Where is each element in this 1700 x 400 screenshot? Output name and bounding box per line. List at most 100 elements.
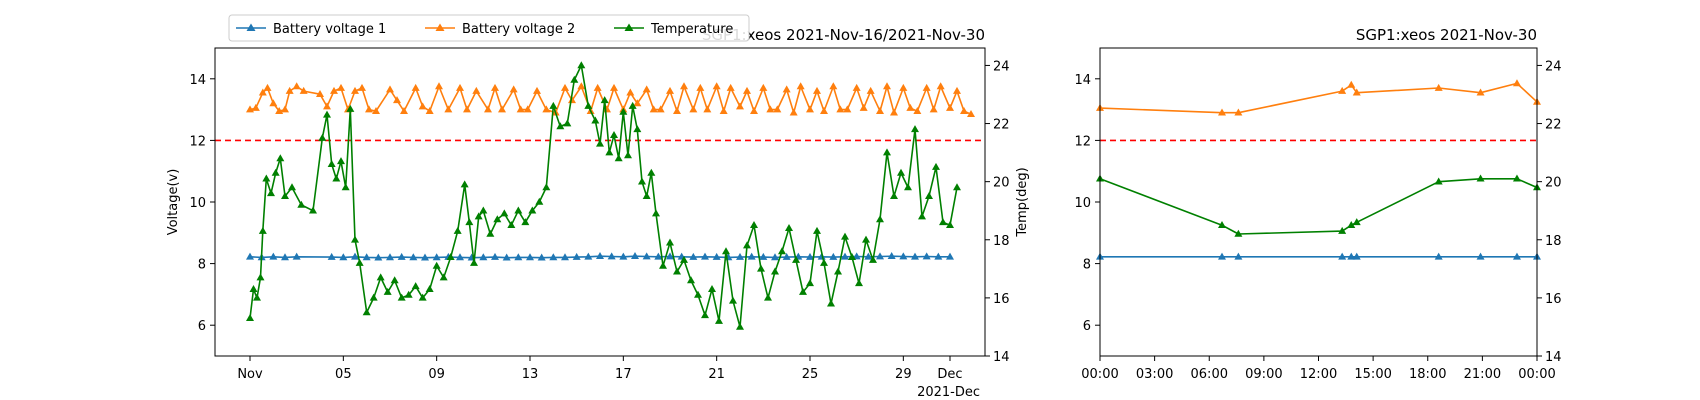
zoom-y2-axis: 14 16 18 20 22 24 <box>1537 59 1562 365</box>
main-point-temperature-62 <box>619 107 628 115</box>
main-point-battery-voltage-2-28 <box>463 105 471 113</box>
main-point-battery-voltage-1-0 <box>246 252 254 260</box>
main-point-temperature-10 <box>288 183 296 191</box>
main-point-battery-voltage-2-66 <box>773 105 782 113</box>
main-point-temperature-86 <box>771 267 779 275</box>
legend-entry-battery-1: Battery voltage 1 <box>236 22 386 37</box>
main-point-battery-voltage-2-24 <box>425 106 434 114</box>
main-point-battery-voltage-2-83 <box>906 103 915 111</box>
main-point-temperature-55 <box>584 101 593 109</box>
main-point-battery-voltage-1-22 <box>526 253 534 261</box>
main-y2-tick-label-2: 18 <box>993 234 1010 249</box>
main-point-temperature-45 <box>514 206 523 214</box>
main-point-temperature-31 <box>425 284 434 292</box>
zoom-series-line-battery-voltage-2 <box>1099 82 1538 114</box>
main-point-temperature-71 <box>666 238 674 246</box>
main-point-battery-voltage-2-31 <box>491 83 499 91</box>
main-point-battery-voltage-1-8 <box>362 253 371 261</box>
zoom-point-battery-voltage-2-4 <box>1347 80 1356 88</box>
main-point-temperature-5 <box>262 174 271 182</box>
main-point-battery-voltage-1-46 <box>806 252 814 260</box>
main-point-battery-voltage-2-88 <box>946 103 954 111</box>
main-point-temperature-26 <box>390 276 399 284</box>
main-point-temperature-25 <box>383 287 392 295</box>
main-point-temperature-63 <box>624 151 632 159</box>
main-point-battery-voltage-2-22 <box>411 83 420 91</box>
main-point-battery-voltage-2-35 <box>523 105 532 113</box>
main-y2-tick-label-1: 16 <box>993 292 1010 307</box>
zoom-y2-tick-label-1: 16 <box>1545 292 1562 307</box>
main-point-battery-voltage-1-49 <box>841 252 849 260</box>
main-point-battery-voltage-2-73 <box>829 82 838 90</box>
main-point-temperature-88 <box>785 223 793 231</box>
main-point-battery-voltage-1-34 <box>666 252 674 260</box>
main-point-temperature-61 <box>614 154 623 162</box>
main-point-temperature-15 <box>327 160 336 168</box>
main-point-temperature-74 <box>687 276 695 284</box>
main-point-battery-voltage-2-74 <box>836 105 845 113</box>
main-x-tick-label-4: 17 <box>615 367 632 382</box>
zoom-y-tick-label-0: 6 <box>1083 319 1091 334</box>
main-point-battery-voltage-2-18 <box>372 106 380 114</box>
legend-marker-battery-1 <box>246 23 256 31</box>
main-point-temperature-106 <box>911 125 919 133</box>
main-point-temperature-44 <box>507 221 516 229</box>
zoom-series-line-temperature <box>1099 178 1538 235</box>
main-point-battery-voltage-2-64 <box>759 83 768 91</box>
zoom-y-axis: 6 8 10 12 14 <box>1074 73 1100 334</box>
main-point-battery-voltage-2-78 <box>866 86 875 94</box>
zoom-chart: 00:00 03:00 06:00 09:00 12:00 15:00 18:00 21:00… <box>1074 26 1561 382</box>
main-point-temperature-1 <box>249 284 258 292</box>
main-point-battery-voltage-2-9 <box>299 86 308 94</box>
zoom-point-battery-voltage-2-6 <box>1434 83 1443 91</box>
main-point-temperature-65 <box>633 125 642 133</box>
main-point-battery-voltage-2-56 <box>696 83 705 91</box>
main-point-battery-voltage-2-55 <box>689 105 698 113</box>
main-point-temperature-76 <box>701 311 709 319</box>
zoom-point-battery-voltage-2-8 <box>1512 79 1521 87</box>
main-point-battery-voltage-2-65 <box>766 105 775 113</box>
zoom-plot-frame <box>1099 47 1538 357</box>
main-point-battery-voltage-2-80 <box>883 82 891 90</box>
main-point-temperature-85 <box>764 293 772 301</box>
main-point-temperature-60 <box>610 130 618 138</box>
main-point-temperature-94 <box>827 299 835 307</box>
main-point-battery-voltage-1-33 <box>654 252 663 260</box>
main-point-temperature-107 <box>918 212 926 220</box>
main-point-battery-voltage-2-59 <box>719 106 728 114</box>
main-point-battery-voltage-2-81 <box>890 108 898 116</box>
legend-entry-battery-2: Battery voltage 2 <box>425 22 575 37</box>
zoom-point-battery-voltage-2-3 <box>1338 86 1347 94</box>
main-point-temperature-108 <box>925 191 933 199</box>
main-point-temperature-43 <box>500 209 509 217</box>
zoom-point-battery-voltage-1-5 <box>1352 252 1361 260</box>
main-point-temperature-21 <box>355 258 364 266</box>
main-point-temperature-90 <box>799 287 807 295</box>
main-point-temperature-41 <box>486 229 495 237</box>
main-point-battery-voltage-1-52 <box>876 252 884 260</box>
main-point-temperature-17 <box>337 157 345 165</box>
main-point-temperature-99 <box>862 235 870 243</box>
main-point-battery-voltage-2-17 <box>365 105 373 113</box>
main-point-temperature-97 <box>848 253 856 261</box>
main-point-battery-voltage-1-14 <box>432 253 441 261</box>
main-point-temperature-19 <box>346 104 355 112</box>
main-point-temperature-4 <box>258 226 267 234</box>
main-point-battery-voltage-2-89 <box>953 86 961 94</box>
zoom-x-tick-label-3: 09:00 <box>1245 367 1282 382</box>
main-point-temperature-72 <box>673 267 681 275</box>
main-point-battery-voltage-2-41 <box>577 82 586 90</box>
main-point-temperature-100 <box>869 255 877 263</box>
main-point-battery-voltage-1-54 <box>899 252 908 260</box>
main-point-battery-voltage-2-32 <box>498 105 506 113</box>
main-x-axis: Nov 05 09 13 17 21 25 29 Dec <box>237 356 963 382</box>
main-x-tick-label-1: 05 <box>335 367 352 382</box>
main-point-temperature-40 <box>479 206 488 214</box>
main-point-battery-voltage-1-43 <box>771 253 779 261</box>
main-point-temperature-101 <box>876 215 884 223</box>
main-point-battery-voltage-1-10 <box>386 253 394 261</box>
main-point-battery-voltage-1-28 <box>596 252 604 260</box>
main-point-temperature-11 <box>297 200 306 208</box>
main-point-battery-voltage-2-63 <box>750 106 758 114</box>
